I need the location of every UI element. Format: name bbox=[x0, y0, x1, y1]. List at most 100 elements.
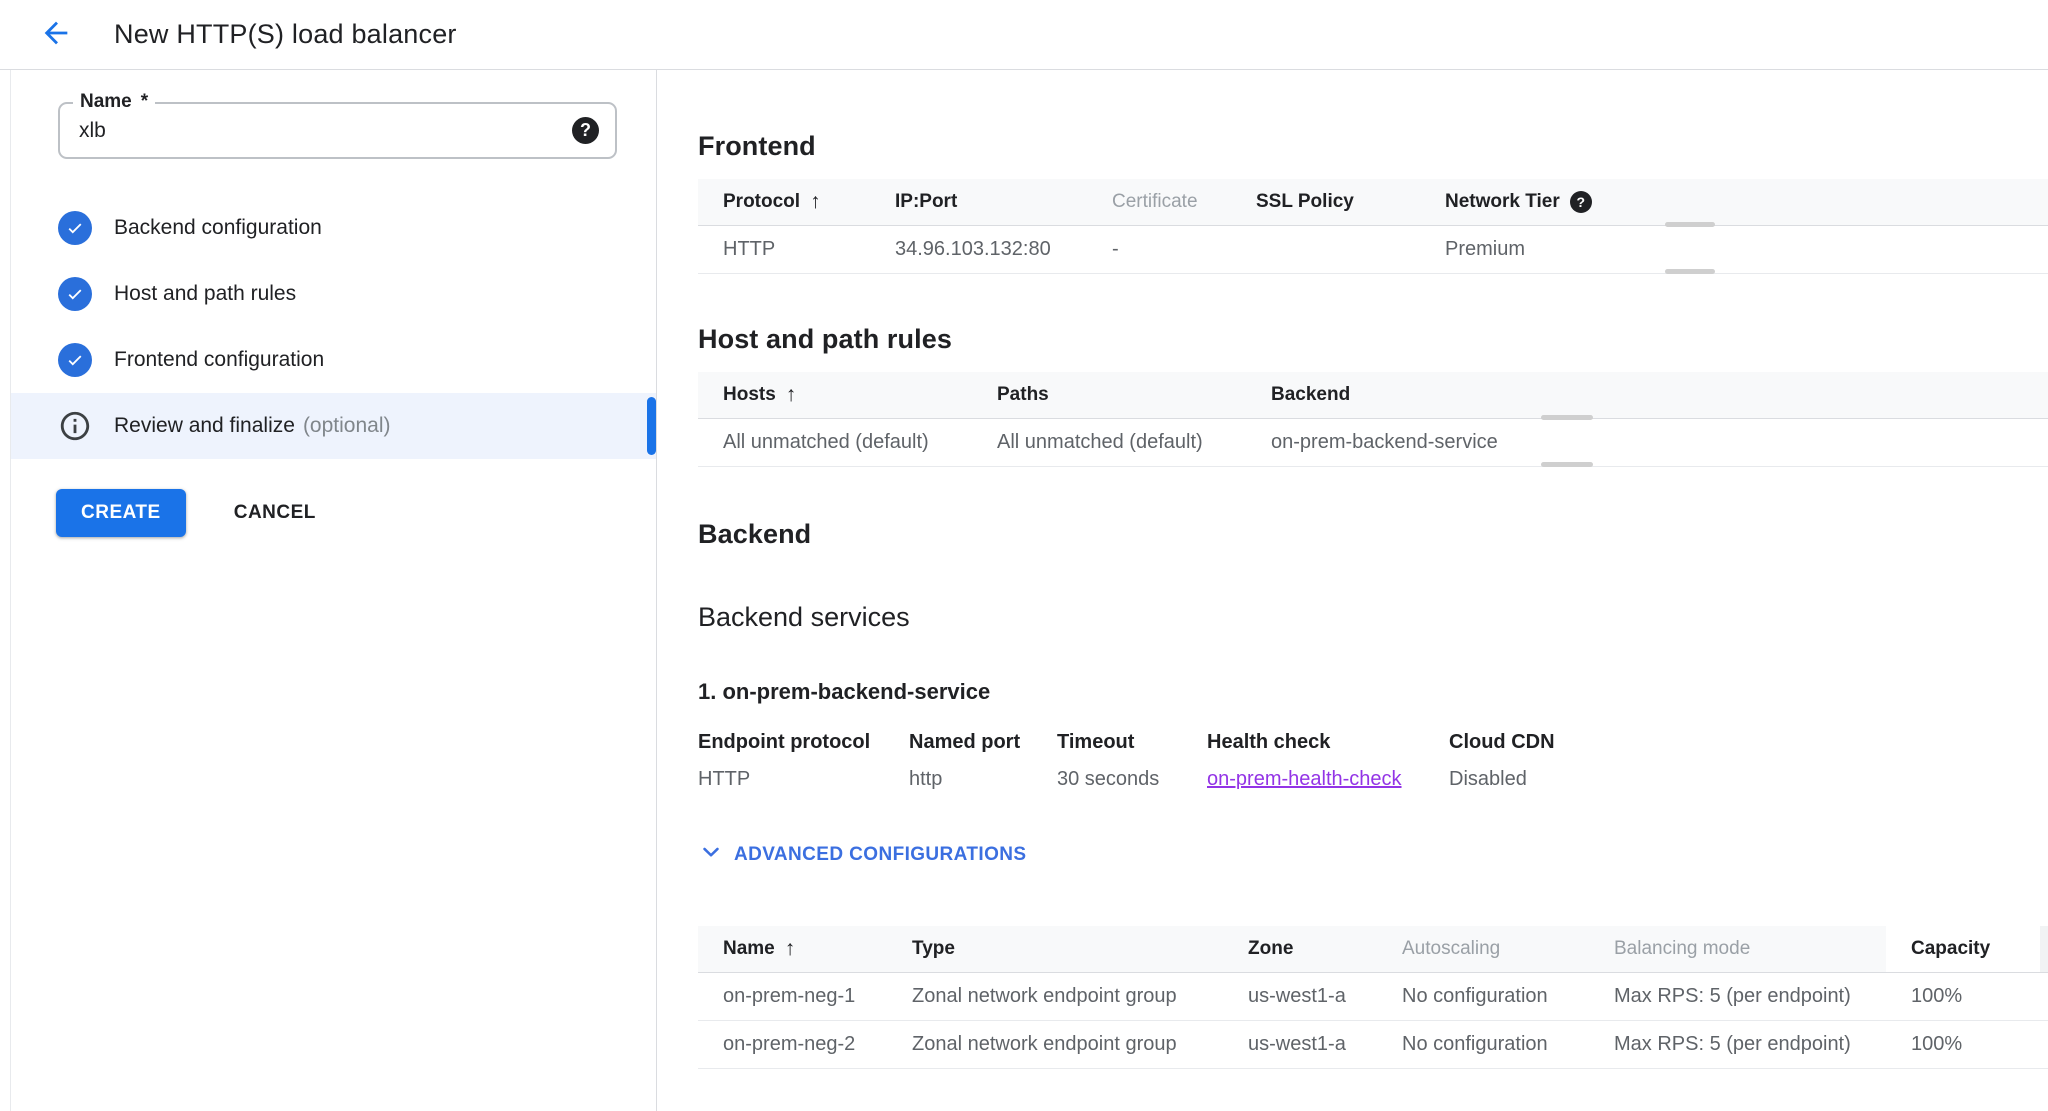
cell-capacity: 100% bbox=[1886, 972, 2048, 1021]
wizard-actions: CREATE CANCEL bbox=[11, 489, 656, 537]
column-capacity: Capacity bbox=[1886, 926, 2048, 973]
horizontal-scrollbar-thumb[interactable] bbox=[1665, 222, 1715, 227]
host-path-heading: Host and path rules bbox=[698, 324, 952, 354]
required-marker: * bbox=[140, 91, 149, 112]
detail-value: http bbox=[909, 768, 943, 790]
backend-service-title: 1. on-prem-backend-service bbox=[698, 679, 991, 704]
cell-balancing-mode: Max RPS: 5 (per endpoint) bbox=[1589, 1020, 1886, 1069]
top-bar: New HTTP(S) load balancer bbox=[0, 0, 2048, 70]
column-ssl-policy: SSL Policy bbox=[1231, 179, 1420, 226]
column-label: Hosts bbox=[723, 384, 776, 405]
cancel-button[interactable]: CANCEL bbox=[228, 501, 322, 525]
cell-type: Zonal network endpoint group bbox=[887, 972, 1223, 1021]
frontend-header-row: Protocol ↑ IP:Port Certificate SSL Polic… bbox=[698, 179, 2048, 226]
step-backend-configuration[interactable]: Backend configuration bbox=[11, 195, 656, 261]
advanced-configurations-toggle[interactable]: ADVANCED CONFIGURATIONS bbox=[698, 839, 2048, 870]
cell-capacity: 100% bbox=[1886, 1020, 2048, 1069]
sort-ascending-icon: ↑ bbox=[784, 937, 796, 960]
horizontal-scrollbar-thumb[interactable] bbox=[1541, 462, 1593, 467]
sort-ascending-icon: ↑ bbox=[810, 190, 821, 213]
host-path-table: Hosts ↑ Paths Backend All unmatched (def… bbox=[698, 372, 2048, 467]
step-label: Backend configuration bbox=[114, 216, 322, 239]
cell-balancing-mode: Max RPS: 5 (per endpoint) bbox=[1589, 972, 1886, 1021]
cell-paths: All unmatched (default) bbox=[972, 418, 1246, 467]
detail-label: Endpoint protocol bbox=[698, 731, 871, 753]
name-field-label: Name * bbox=[73, 91, 156, 113]
cell-zone: us-west1-a bbox=[1223, 1020, 1377, 1069]
step-host-and-path-rules[interactable]: Host and path rules bbox=[11, 261, 656, 327]
cell-name: on-prem-neg-2 bbox=[698, 1020, 887, 1069]
column-backend: Backend bbox=[1246, 372, 2048, 419]
column-balancing-mode: Balancing mode bbox=[1589, 926, 1886, 973]
detail-endpoint-protocol: Endpoint protocol HTTP bbox=[698, 731, 909, 791]
name-label-text: Name bbox=[80, 91, 132, 112]
step-label: Review and finalize bbox=[114, 414, 295, 437]
cell-autoscaling: No configuration bbox=[1377, 972, 1589, 1021]
pinned-column-header-edge bbox=[2040, 926, 2048, 972]
advanced-configurations-label: ADVANCED CONFIGURATIONS bbox=[734, 843, 1027, 865]
detail-label: Timeout bbox=[1057, 731, 1135, 753]
cell-zone: us-west1-a bbox=[1223, 972, 1377, 1021]
detail-timeout: Timeout 30 seconds bbox=[1057, 731, 1207, 791]
check-circle-icon bbox=[58, 343, 92, 377]
column-protocol[interactable]: Protocol ↑ bbox=[698, 179, 870, 226]
column-label: Name bbox=[723, 938, 775, 959]
detail-label: Cloud CDN bbox=[1449, 731, 1555, 753]
cell-hosts: All unmatched (default) bbox=[698, 418, 972, 467]
arrow-left-icon bbox=[39, 16, 73, 53]
frontend-table: Protocol ↑ IP:Port Certificate SSL Polic… bbox=[698, 179, 2048, 274]
cell-certificate: - bbox=[1087, 225, 1231, 274]
step-label: Frontend configuration bbox=[114, 348, 325, 371]
detail-named-port: Named port http bbox=[909, 731, 1057, 791]
detail-cloud-cdn: Cloud CDN Disabled bbox=[1449, 731, 1669, 791]
horizontal-scrollbar-thumb[interactable] bbox=[1665, 269, 1715, 274]
network-tier-help-icon[interactable]: ? bbox=[1569, 191, 1592, 213]
column-network-tier: Network Tier ? bbox=[1420, 179, 2048, 226]
review-panel: Frontend Protocol ↑ IP:Port bbox=[657, 70, 2048, 1111]
cell-network-tier: Premium bbox=[1420, 225, 2048, 274]
wizard-steps: Backend configuration Host and path rule… bbox=[11, 195, 656, 459]
horizontal-scrollbar-thumb[interactable] bbox=[1541, 415, 1593, 420]
cell-ip-port: 34.96.103.132:80 bbox=[870, 225, 1087, 274]
frontend-row: HTTP 34.96.103.132:80 - Premium bbox=[698, 225, 2048, 274]
create-button[interactable]: CREATE bbox=[56, 489, 186, 537]
name-help-button[interactable]: ? bbox=[572, 117, 599, 144]
step-review-and-finalize[interactable]: Review and finalize (optional) bbox=[11, 393, 656, 459]
frontend-heading: Frontend bbox=[698, 131, 816, 161]
detail-label: Named port bbox=[909, 731, 1021, 753]
cell-backend: on-prem-backend-service bbox=[1246, 418, 2048, 467]
column-paths: Paths bbox=[972, 372, 1246, 419]
host-path-header-row: Hosts ↑ Paths Backend bbox=[698, 372, 2048, 419]
backend-services-heading: Backend services bbox=[698, 602, 910, 632]
step-optional-suffix: (optional) bbox=[302, 414, 391, 437]
endpoint-group-row: on-prem-neg-2 Zonal network endpoint gro… bbox=[698, 1020, 2048, 1069]
back-button[interactable] bbox=[38, 17, 74, 53]
detail-value: HTTP bbox=[698, 768, 751, 790]
cell-protocol: HTTP bbox=[698, 225, 870, 274]
active-step-indicator bbox=[647, 397, 656, 455]
column-type: Type bbox=[887, 926, 1223, 973]
info-circle-icon bbox=[58, 409, 92, 443]
page-title: New HTTP(S) load balancer bbox=[114, 19, 457, 49]
name-field[interactable]: Name * ? bbox=[58, 91, 617, 159]
column-hosts[interactable]: Hosts ↑ bbox=[698, 372, 972, 419]
detail-value: 30 seconds bbox=[1057, 768, 1160, 790]
cell-type: Zonal network endpoint group bbox=[887, 1020, 1223, 1069]
endpoint-group-row: on-prem-neg-1 Zonal network endpoint gro… bbox=[698, 972, 2048, 1021]
detail-label: Health check bbox=[1207, 731, 1331, 753]
check-circle-icon bbox=[58, 211, 92, 245]
step-label: Host and path rules bbox=[114, 282, 297, 305]
endpoint-groups-table: Name ↑ Type Zone Autoscaling Balancing m… bbox=[698, 926, 2048, 1069]
column-autoscaling: Autoscaling bbox=[1377, 926, 1589, 973]
detail-health-check: Health check on-prem-health-check bbox=[1207, 731, 1449, 791]
step-frontend-configuration[interactable]: Frontend configuration bbox=[11, 327, 656, 393]
backend-service-details: Endpoint protocol HTTP Named port http T… bbox=[698, 731, 2048, 791]
backend-heading: Backend bbox=[698, 519, 812, 549]
health-check-link[interactable]: on-prem-health-check bbox=[1207, 768, 1402, 790]
detail-value: Disabled bbox=[1449, 768, 1527, 790]
check-circle-icon bbox=[58, 277, 92, 311]
cell-autoscaling: No configuration bbox=[1377, 1020, 1589, 1069]
column-label: Protocol bbox=[723, 191, 801, 212]
column-name[interactable]: Name ↑ bbox=[698, 926, 887, 973]
